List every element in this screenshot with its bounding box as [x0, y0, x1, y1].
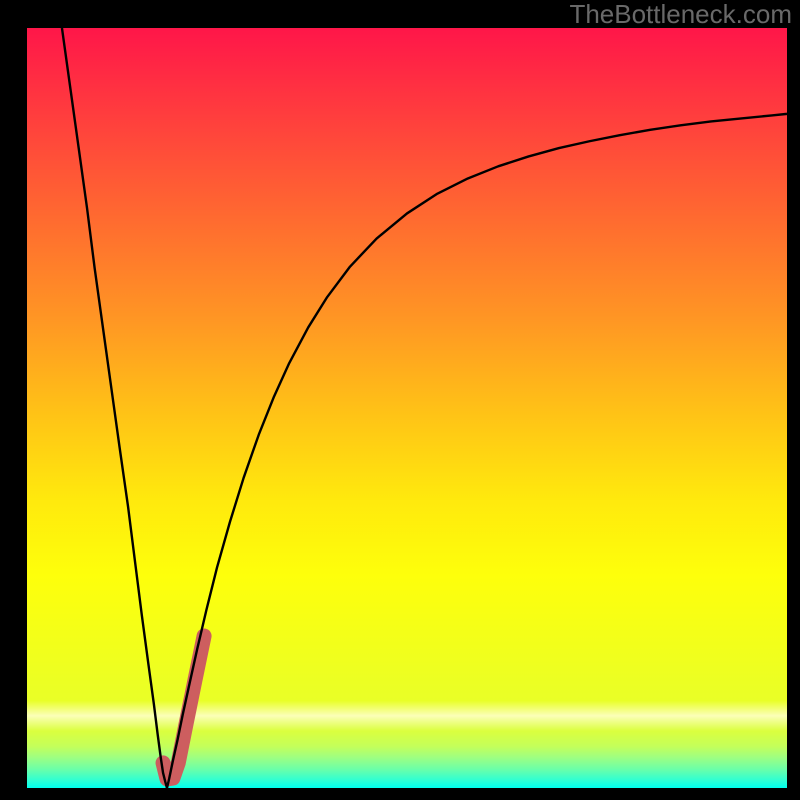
chart-stage: TheBottleneck.com [0, 0, 800, 800]
main-curve [62, 28, 787, 788]
plot-area [27, 28, 787, 788]
curve-layer [27, 28, 787, 788]
watermark-text: TheBottleneck.com [569, 0, 792, 30]
